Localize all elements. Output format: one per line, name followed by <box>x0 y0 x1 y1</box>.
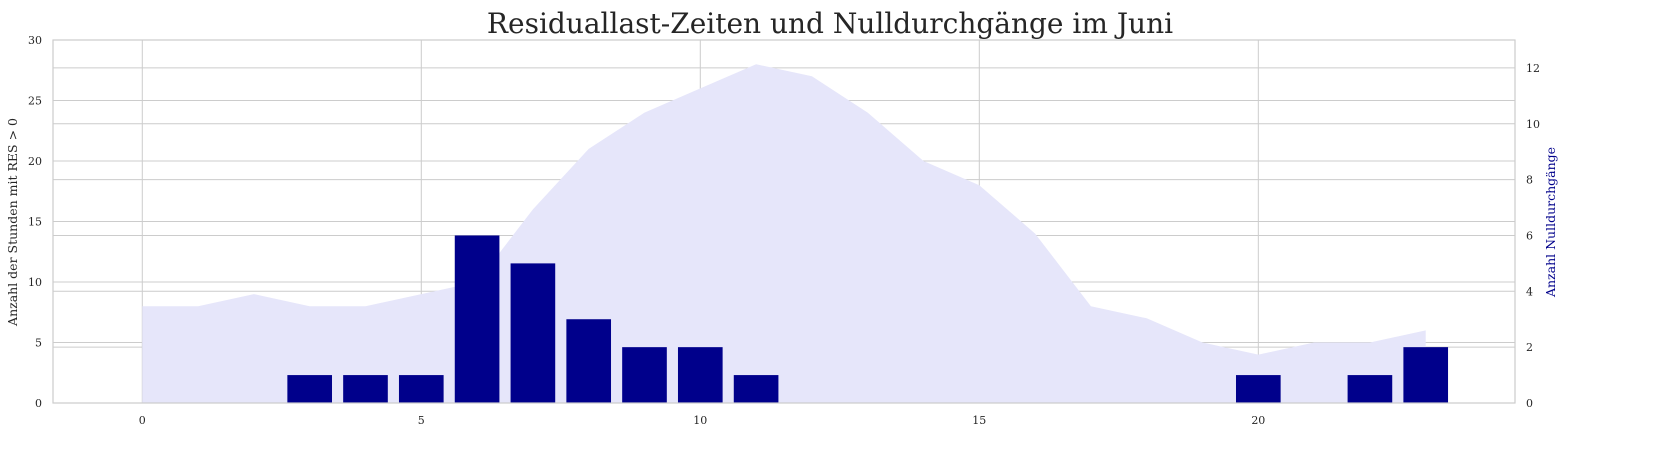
plot-frame <box>52 39 1516 404</box>
bar <box>510 263 556 403</box>
bar <box>677 347 723 403</box>
x-tick-label: 10 <box>693 414 707 427</box>
bar <box>287 375 333 403</box>
x-axis-ticks: 0 5 10 15 20 <box>139 414 1266 427</box>
bar <box>622 347 667 403</box>
left-y-tick-label: 30 <box>28 34 42 47</box>
plot-border <box>52 39 1516 404</box>
x-tick-label: 5 <box>418 414 425 427</box>
right-y-tick-label: 6 <box>1526 229 1533 242</box>
bar <box>1235 375 1281 403</box>
bar <box>733 375 779 403</box>
area-series <box>142 64 1426 403</box>
chart-title: Residuallast-Zeiten und Nulldurchgänge i… <box>487 7 1173 40</box>
right-axis-ticks: 0 2 4 6 8 10 12 <box>1526 62 1540 410</box>
bar-series <box>287 235 1449 403</box>
right-y-tick-label: 4 <box>1526 285 1533 298</box>
right-y-tick-label: 10 <box>1526 118 1540 131</box>
bar <box>1347 375 1393 403</box>
x-tick-label: 15 <box>972 414 986 427</box>
right-y-tick-label: 2 <box>1526 341 1533 354</box>
left-axis-label: Anzahl der Stunden mit RES > 0 <box>5 118 20 327</box>
right-y-tick-label: 8 <box>1526 174 1533 187</box>
area-series-path <box>142 64 1426 403</box>
bar <box>1403 347 1449 403</box>
left-y-tick-label: 20 <box>28 155 42 168</box>
left-y-tick-label: 10 <box>28 276 42 289</box>
left-y-tick-label: 25 <box>28 95 42 108</box>
right-y-tick-label: 0 <box>1526 397 1533 410</box>
left-y-tick-label: 0 <box>35 397 42 410</box>
right-y-tick-label: 12 <box>1526 62 1540 75</box>
bar <box>343 375 388 403</box>
left-axis-ticks: 0 5 10 15 20 25 30 <box>28 34 42 410</box>
bar <box>398 375 444 403</box>
x-tick-label: 20 <box>1251 414 1265 427</box>
bar <box>454 235 500 403</box>
x-tick-label: 0 <box>139 414 146 427</box>
right-axis-label: Anzahl Nulldurchgänge <box>1543 147 1558 298</box>
left-y-tick-label: 15 <box>28 216 42 229</box>
bar <box>566 319 612 403</box>
left-y-tick-label: 5 <box>35 337 42 350</box>
